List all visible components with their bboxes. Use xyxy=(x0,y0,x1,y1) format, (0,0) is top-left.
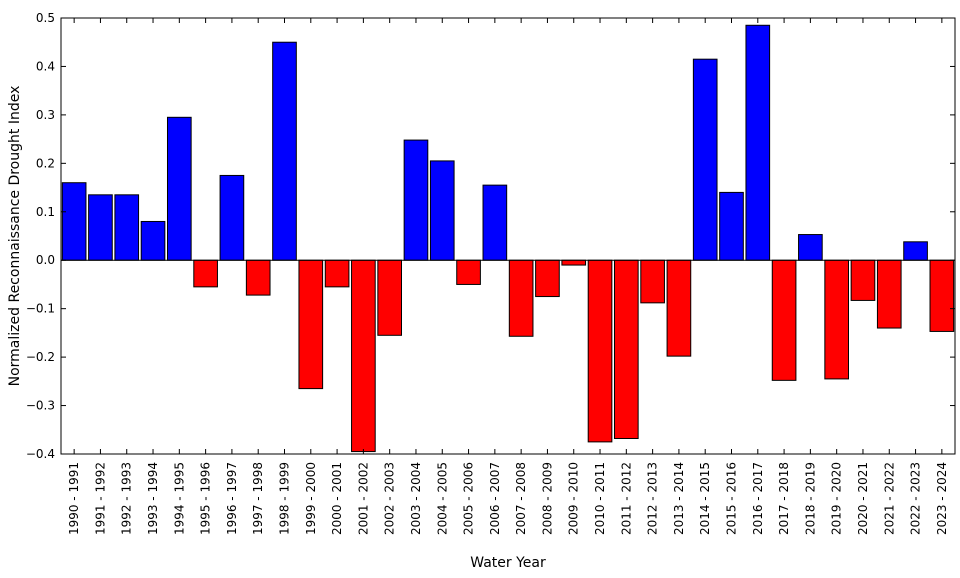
y-tick-label: −0.1 xyxy=(26,302,55,316)
bar-1999-2000 xyxy=(298,259,324,390)
y-tick-label: 0.3 xyxy=(36,108,55,122)
bar-2010-2011 xyxy=(587,259,613,443)
y-tick-label: 0.1 xyxy=(36,205,55,219)
y-tick-label: 0.2 xyxy=(36,156,55,170)
bar-2023-2024 xyxy=(929,259,955,332)
bar-2016-2017 xyxy=(745,24,771,261)
y-axis-label: Normalized Reconnaissance Drought Index xyxy=(7,86,23,387)
x-tick-label: 2013 - 2014 xyxy=(672,462,686,535)
bar-2004-2005 xyxy=(429,160,455,261)
x-tick-label: 1997 - 1998 xyxy=(251,462,265,535)
x-tick-label: 1994 - 1995 xyxy=(172,462,186,535)
bar-1992-1993 xyxy=(114,194,140,261)
bar-1998-1999 xyxy=(272,41,297,261)
bar-1995-1996 xyxy=(193,259,218,288)
bar-2013-2014 xyxy=(666,259,692,357)
x-tick-label: 2006 - 2007 xyxy=(488,462,502,535)
x-tick-label: 2002 - 2003 xyxy=(383,462,397,535)
x-tick-label: 1996 - 1997 xyxy=(225,462,239,535)
bar-2006-2007 xyxy=(482,184,508,261)
x-tick-label: 2017 - 2018 xyxy=(777,462,791,535)
y-tick-label: −0.2 xyxy=(26,350,55,364)
bar-2020-2021 xyxy=(850,259,876,301)
x-axis-label: Water Year xyxy=(470,555,546,571)
x-tick-label: 2020 - 2021 xyxy=(856,462,870,535)
bar-2007-2008 xyxy=(508,259,534,337)
bar-2022-2023 xyxy=(903,241,928,261)
bar-2015-2016 xyxy=(719,191,744,261)
bar-2011-2012 xyxy=(613,259,639,439)
y-tick-label: 0.0 xyxy=(36,253,55,267)
bar-2001-2002 xyxy=(351,259,376,453)
x-tick-label: 1993 - 1994 xyxy=(146,462,160,535)
x-tick-label: 2008 - 2009 xyxy=(540,462,554,535)
x-tick-label: 1992 - 1993 xyxy=(120,462,134,535)
bar-2009-2010 xyxy=(561,259,587,266)
bar-1993-1994 xyxy=(140,220,166,261)
x-tick-label: 2000 - 2001 xyxy=(330,462,344,535)
x-tick-label: 2023 - 2024 xyxy=(935,462,949,535)
x-tick-label: 2003 - 2004 xyxy=(409,462,423,535)
bar-2000-2001 xyxy=(324,259,350,288)
x-tick-label: 2011 - 2012 xyxy=(619,462,633,535)
bar-2012-2013 xyxy=(640,259,665,304)
y-tick-label: −0.4 xyxy=(26,447,55,461)
plot-frame xyxy=(60,17,956,455)
bar-1997-1998 xyxy=(245,259,271,296)
bar-2002-2003 xyxy=(377,259,402,336)
x-tick-label: 2014 - 2015 xyxy=(698,462,712,535)
bar-2018-2019 xyxy=(798,234,823,261)
bar-2017-2018 xyxy=(771,259,797,381)
x-tick-label: 1999 - 2000 xyxy=(304,462,318,535)
bar-2019-2020 xyxy=(824,259,850,380)
x-tick-label: 1995 - 1996 xyxy=(199,462,213,535)
x-tick-label: 2005 - 2006 xyxy=(462,462,476,535)
bar-2003-2004 xyxy=(403,139,429,261)
x-tick-label: 2015 - 2016 xyxy=(725,462,739,535)
bar-1996-1997 xyxy=(219,174,245,261)
x-tick-label: 1998 - 1999 xyxy=(278,462,292,535)
bars-group xyxy=(61,24,955,453)
x-axis: 1990 - 1991 1991 - 1992 1992 - 1993 1993 - … xyxy=(67,18,949,535)
x-tick-label: 2021 - 2022 xyxy=(882,462,896,535)
bar-2005-2006 xyxy=(456,259,481,285)
bar-1991-1992 xyxy=(88,194,113,261)
y-axis: 0.5 0.4 0.3 0.2 0.1 0.0 −0.1 −0.2 −0.3 −0.4 xyxy=(26,11,955,461)
x-tick-label: 1991 - 1992 xyxy=(93,462,107,535)
bar-2008-2009 xyxy=(535,259,560,298)
x-tick-label: 1990 - 1991 xyxy=(67,462,81,535)
x-tick-label: 2004 - 2005 xyxy=(435,462,449,535)
bar-1990-1991 xyxy=(61,182,87,261)
bar-1994-1995 xyxy=(166,116,192,261)
x-tick-label: 2019 - 2020 xyxy=(830,462,844,535)
x-tick-label: 2010 - 2011 xyxy=(593,462,607,535)
bar-2021-2022 xyxy=(876,259,902,329)
y-tick-label: 0.5 xyxy=(36,11,55,25)
y-tick-label: 0.4 xyxy=(36,59,55,73)
x-tick-label: 2007 - 2008 xyxy=(514,462,528,535)
x-tick-label: 2016 - 2017 xyxy=(751,462,765,535)
x-tick-label: 2001 - 2002 xyxy=(356,462,370,535)
x-tick-label: 2012 - 2013 xyxy=(646,462,660,535)
x-tick-label: 2018 - 2019 xyxy=(803,462,817,535)
x-tick-label: 2022 - 2023 xyxy=(909,462,923,535)
bar-2014-2015 xyxy=(692,58,718,261)
y-tick-label: −0.3 xyxy=(26,399,55,413)
x-tick-label: 2009 - 2010 xyxy=(567,462,581,535)
